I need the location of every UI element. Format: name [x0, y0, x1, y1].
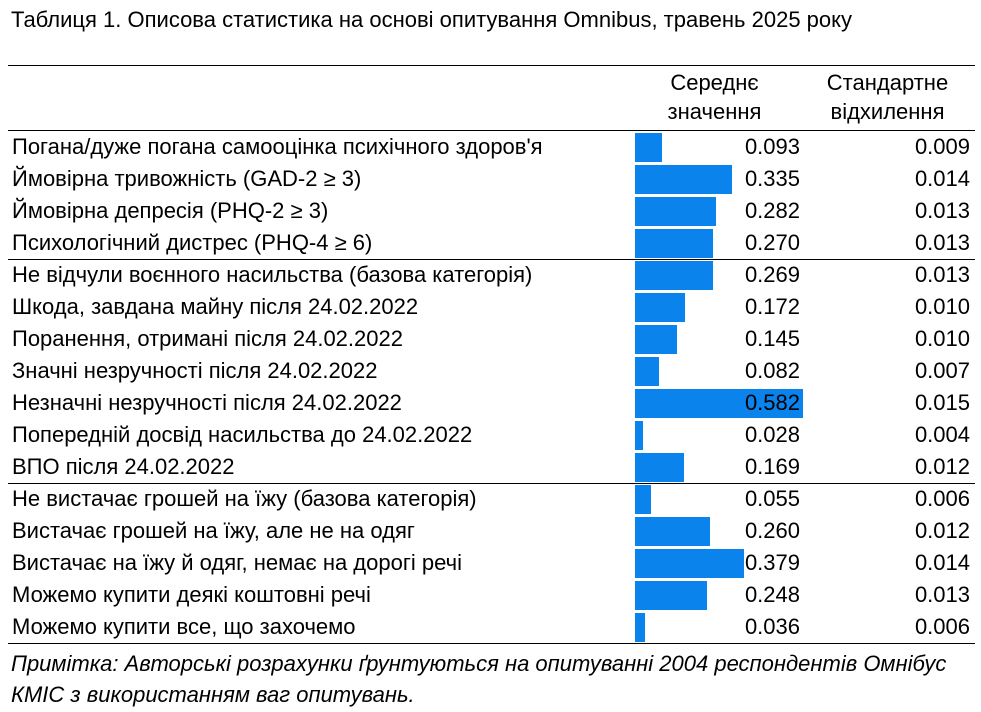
- mean-bar: [635, 613, 645, 642]
- table-row: Поранення, отримані після 24.02.2022 0.14…: [8, 323, 975, 355]
- sd-value: 0.013: [914, 262, 970, 287]
- mean-value: 0.582: [744, 390, 800, 415]
- sd-value: 0.013: [914, 230, 970, 255]
- table-row: Не вистачає грошей на їжу (базова катего…: [8, 483, 975, 515]
- mean-value: 0.248: [744, 582, 800, 607]
- mean-value: 0.028: [744, 422, 800, 447]
- row-label: Ймовірна тривожність (GAD-2 ≥ 3): [12, 166, 362, 191]
- sd-header-line2: відхилення: [830, 99, 945, 124]
- bottom-rule: [8, 643, 975, 644]
- mean-bar: [635, 549, 744, 578]
- row-label: Вистачає грошей на їжу, але не на одяг: [12, 518, 415, 543]
- mean-value: 0.055: [744, 486, 800, 511]
- mean-value: 0.269: [744, 262, 800, 287]
- sd-value: 0.006: [914, 486, 970, 511]
- mean-bar: [635, 197, 716, 226]
- mean-bar: [635, 133, 662, 162]
- sd-value: 0.009: [914, 134, 970, 159]
- table-row: Значні незручності після 24.02.2022 0.082…: [8, 355, 975, 387]
- table-row: Шкода, завдана майну після 24.02.2022 0.1…: [8, 291, 975, 323]
- sd-value: 0.012: [914, 454, 970, 479]
- sd-value: 0.010: [914, 294, 970, 319]
- mean-value: 0.145: [744, 326, 800, 351]
- table-row: Вистачає грошей на їжу, але не на одяг 0.…: [8, 515, 975, 547]
- row-label: Попередній досвід насильства до 24.02.20…: [12, 422, 473, 447]
- mean-bar: [635, 229, 713, 258]
- mean-bar: [635, 517, 710, 546]
- mean-value: 0.379: [744, 550, 800, 575]
- row-label: Поранення, отримані після 24.02.2022: [12, 326, 403, 351]
- mean-value: 0.093: [744, 134, 800, 159]
- table-row: Не відчули воєнного насильства (базова к…: [8, 259, 975, 291]
- row-label: ВПО після 24.02.2022: [12, 454, 235, 479]
- sd-header-line1: Стандартне: [826, 70, 949, 95]
- mean-value: 0.169: [744, 454, 800, 479]
- mean-bar: [635, 357, 659, 386]
- row-label: Ймовірна депресія (PHQ-2 ≥ 3): [12, 198, 329, 223]
- row-label: Не відчули воєнного насильства (базова к…: [12, 262, 533, 287]
- group-separator: [8, 259, 975, 260]
- mean-bar: [635, 421, 643, 450]
- table-title: Таблиця 1. Описова статистика на основі …: [11, 7, 853, 32]
- top-rule: [8, 65, 975, 66]
- table-row: Можемо купити все, що захочемо 0.036 0.006: [8, 611, 975, 643]
- row-label: Можемо купити деякі коштовні речі: [12, 582, 371, 607]
- mean-value: 0.036: [744, 614, 800, 639]
- table-row: Психологічний дистрес (PHQ-4 ≥ 6) 0.270 0.…: [8, 227, 975, 259]
- table-row: Можемо купити деякі коштовні речі 0.248 0.…: [8, 579, 975, 611]
- group-separator: [8, 483, 975, 484]
- mean-header-line2: значення: [667, 99, 762, 124]
- row-label: Можемо купити все, що захочемо: [12, 614, 356, 639]
- mean-bar: [635, 165, 732, 194]
- sd-value: 0.006: [914, 614, 970, 639]
- mean-value: 0.282: [744, 198, 800, 223]
- mean-value: 0.172: [744, 294, 800, 319]
- mean-bar: [635, 389, 803, 418]
- row-label: Незначні незручності після 24.02.2022: [12, 390, 402, 415]
- sd-value: 0.013: [914, 582, 970, 607]
- table-row: Ймовірна депресія (PHQ-2 ≥ 3) 0.282 0.013: [8, 195, 975, 227]
- sd-value: 0.007: [914, 358, 970, 383]
- row-label: Погана/дуже погана самооцінка психічного…: [12, 134, 543, 159]
- sd-value: 0.015: [914, 390, 970, 415]
- row-label: Значні незручності після 24.02.2022: [12, 358, 378, 383]
- mean-bar: [635, 293, 685, 322]
- mean-bar: [635, 485, 651, 514]
- row-label: Шкода, завдана майну після 24.02.2022: [12, 294, 419, 319]
- table-row: ВПО після 24.02.2022 0.169 0.012: [8, 451, 975, 483]
- mean-value: 0.082: [744, 358, 800, 383]
- table-row: Незначні незручності після 24.02.2022 0.5…: [8, 387, 975, 419]
- mean-header-line1: Середнє: [670, 70, 759, 95]
- mean-bar: [635, 261, 713, 290]
- sd-value: 0.013: [914, 198, 970, 223]
- table-row: Попередній досвід насильства до 24.02.20…: [8, 419, 975, 451]
- mean-value: 0.260: [744, 518, 800, 543]
- sd-column-header: Стандартне відхилення: [805, 68, 970, 126]
- table-row: Ймовірна тривожність (GAD-2 ≥ 3) 0.335 0.0…: [8, 163, 975, 195]
- table-row: Вистачає на їжу й одяг, немає на дорогі …: [8, 547, 975, 579]
- mean-value: 0.335: [744, 166, 800, 191]
- sd-value: 0.010: [914, 326, 970, 351]
- sd-value: 0.014: [914, 166, 970, 191]
- sd-value: 0.014: [914, 550, 970, 575]
- sd-value: 0.012: [914, 518, 970, 543]
- mean-bar: [635, 325, 677, 354]
- mean-bar: [635, 453, 684, 482]
- row-label: Психологічний дистрес (PHQ-4 ≥ 6): [12, 230, 373, 255]
- mean-column-header: Середнє значення: [627, 68, 802, 126]
- header-rule: [8, 130, 975, 131]
- table-note: Примітка: Авторські розрахунки ґрунтують…: [11, 651, 947, 707]
- row-label: Не вистачає грошей на їжу (базова катего…: [12, 486, 477, 511]
- mean-bar: [635, 581, 707, 610]
- sd-value: 0.004: [914, 422, 970, 447]
- mean-value: 0.270: [744, 230, 800, 255]
- table-row: Погана/дуже погана самооцінка психічного…: [8, 131, 975, 163]
- row-label: Вистачає на їжу й одяг, немає на дорогі …: [12, 550, 462, 575]
